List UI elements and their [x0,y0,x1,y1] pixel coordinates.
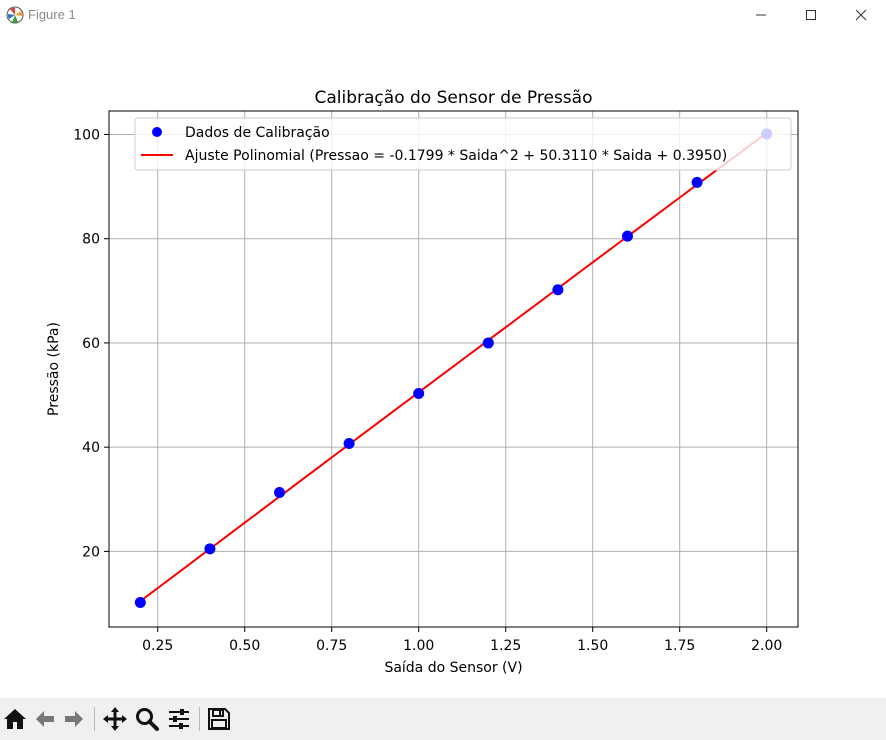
x-tick-label: 0.75 [316,638,347,654]
subplots-icon [169,709,189,729]
y-tick-label: 40 [82,440,100,456]
legend-label-fit: Ajuste Polinomial (Pressao = -0.1799 * S… [185,148,727,164]
toolbar-separator [199,707,200,731]
legend-marker-scatter [152,127,162,137]
x-axis-label: Saída do Sensor (V) [384,660,522,676]
back-button[interactable] [32,706,58,732]
save-icon [208,708,230,730]
x-tick-label: 1.25 [490,638,521,654]
x-tick-label: 1.00 [403,638,434,654]
toolbar-separator [94,707,95,731]
save-button[interactable] [206,706,232,732]
figure-canvas[interactable]: 0.25 0.50 0.75 1.00 1.25 1.50 1.75 2.00 20 40 60 80… [0,30,886,698]
matplotlib-logo-icon [6,6,24,24]
data-point [413,387,425,399]
window-titlebar: Figure 1 [0,0,886,30]
data-point [482,337,494,349]
data-point [552,284,564,296]
axis-ticks: 0.25 0.50 0.75 1.00 1.25 1.50 1.75 2.00 20 40 60 80… [73,127,782,654]
y-axis-label: Pressão (kPa) [46,322,62,416]
data-point [134,597,146,609]
forward-button[interactable] [61,706,87,732]
pan-icon [103,707,127,731]
navigation-toolbar [0,698,886,740]
x-tick-label: 2.00 [751,638,782,654]
minimize-button[interactable] [736,0,786,30]
minimize-icon [756,14,766,16]
x-tick-label: 1.75 [664,638,695,654]
zoom-icon [136,708,159,731]
x-tick-label: 1.50 [577,638,608,654]
chart-title: Calibração do Sensor de Pressão [315,88,593,108]
home-icon [4,709,26,729]
close-button[interactable] [836,0,886,30]
y-tick-label: 80 [82,232,100,248]
chart: 0.25 0.50 0.75 1.00 1.25 1.50 1.75 2.00 20 40 60 80… [46,88,799,676]
y-tick-label: 60 [82,336,100,352]
y-tick-label: 20 [82,544,100,560]
y-tick-label: 100 [73,127,100,143]
x-tick-label: 0.25 [142,638,173,654]
zoom-button[interactable] [134,706,160,732]
x-tick-label: 0.50 [229,638,260,654]
data-point [204,543,216,555]
data-point [343,438,355,450]
home-button[interactable] [2,706,28,732]
pan-button[interactable] [102,706,128,732]
legend-box [134,117,792,171]
legend: Dados de Calibração Ajuste Polinomial (P… [134,117,792,171]
maximize-button[interactable] [786,0,836,30]
fit-line [139,132,768,602]
fit-line-layer [139,132,768,602]
legend-label-scatter: Dados de Calibração [185,125,330,141]
back-icon [36,711,54,727]
data-point [274,487,286,499]
data-point [691,176,703,188]
subplots-button[interactable] [166,706,192,732]
close-icon [855,9,867,21]
window-title: Figure 1 [28,7,76,22]
maximize-icon [806,10,816,20]
data-point [621,230,633,242]
axes-frame [108,110,799,628]
forward-icon [65,711,83,727]
